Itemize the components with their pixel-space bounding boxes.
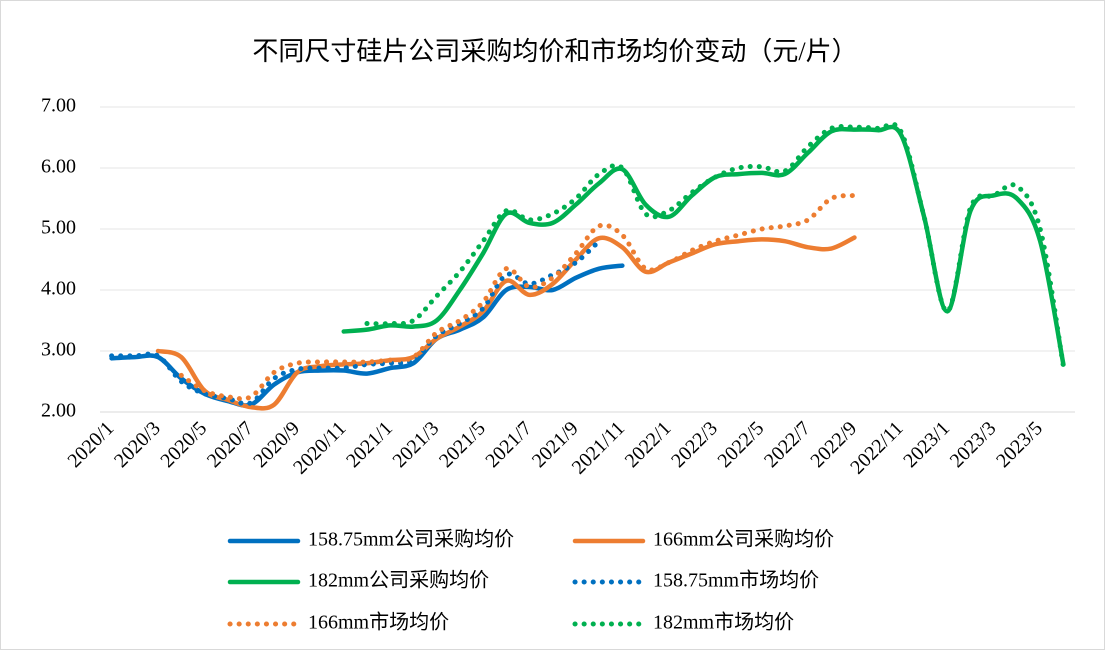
- y-tick-label: 6.00: [41, 156, 76, 178]
- series-line: [109, 238, 602, 407]
- legend-label: 182mm市场均价: [653, 611, 794, 634]
- legend-label: 166mm市场均价: [308, 611, 449, 634]
- y-tick-label: 3.00: [41, 339, 76, 361]
- chart-title: 不同尺寸硅片公司采购均价和市场均价变动（元/片）: [252, 37, 857, 66]
- legend-label: 158.75mm公司采购均价: [308, 528, 514, 551]
- series-line: [155, 235, 857, 411]
- y-tick-label: 4.00: [41, 278, 76, 300]
- y-tick-label: 7.00: [41, 95, 76, 117]
- legend-label: 182mm公司采购均价: [308, 569, 489, 592]
- legend-label: 158.75mm市场均价: [653, 569, 819, 592]
- y-tick-label: 5.00: [41, 217, 76, 239]
- y-tick-label: 2.00: [41, 400, 76, 422]
- legend-label: 166mm公司采购均价: [653, 528, 834, 551]
